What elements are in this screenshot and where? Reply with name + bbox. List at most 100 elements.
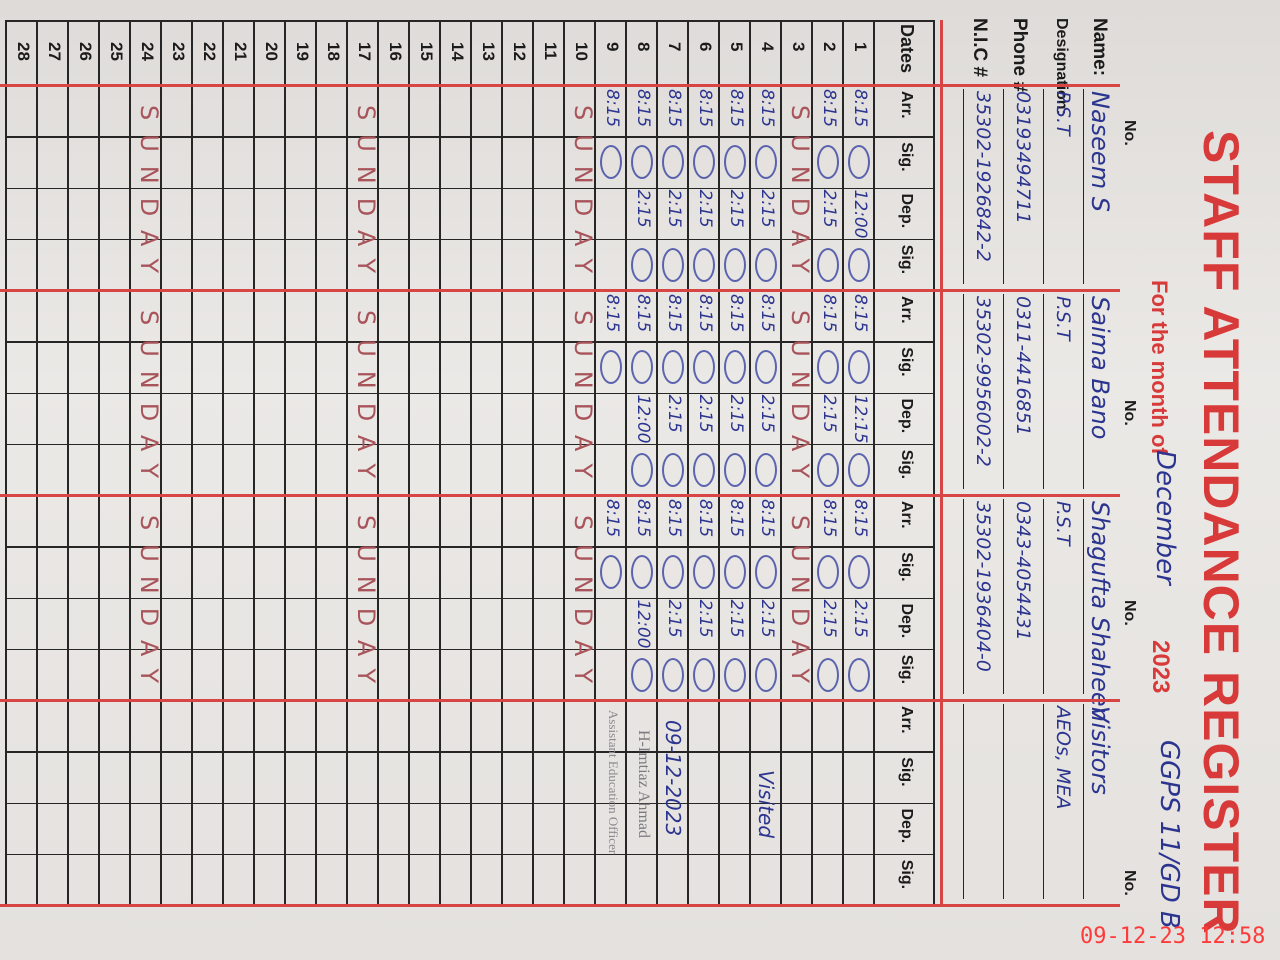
signature	[631, 247, 653, 282]
row-line	[873, 20, 875, 905]
date: 25	[107, 42, 126, 61]
staff-designation: P.S.T	[1052, 296, 1074, 341]
month: December	[1150, 450, 1180, 585]
departure: 2:15	[695, 599, 715, 638]
year: 2023	[1147, 640, 1174, 694]
row-line	[501, 20, 503, 905]
arrival: 8:15	[695, 89, 715, 128]
col-line	[7, 802, 935, 804]
timestamp: 09-12-23 12:58	[1080, 924, 1266, 949]
group-line	[0, 84, 1120, 87]
signature	[755, 452, 777, 487]
column-header: Sig.	[898, 449, 915, 480]
visitor-note: Visited	[754, 770, 778, 839]
date: 21	[231, 42, 250, 61]
visitor-date: 09-12-2023	[661, 720, 685, 837]
row-line	[346, 20, 348, 905]
staff-name: Saima Bano	[1086, 296, 1114, 440]
underline	[1083, 499, 1084, 694]
signature	[817, 145, 839, 180]
arrival: 8:15	[757, 294, 777, 333]
staff-phone: 0343-4054431	[1012, 501, 1034, 641]
departure: 2:15	[819, 394, 839, 433]
signature	[631, 350, 653, 385]
school: GGPS 11/GD B	[1154, 740, 1184, 929]
row-line	[470, 20, 472, 905]
info-label: Name:	[1089, 18, 1110, 77]
arrival: 8:15	[819, 89, 839, 128]
month-label: For the month of	[1147, 280, 1172, 455]
underline	[1083, 89, 1084, 284]
departure: 12:00	[850, 189, 870, 239]
date: 23	[169, 42, 188, 61]
underline	[1003, 89, 1004, 284]
date: 13	[479, 42, 498, 61]
arrival: 8:15	[695, 294, 715, 333]
column-header: Dep.	[898, 808, 915, 844]
date: 12	[510, 42, 529, 61]
signature	[662, 145, 684, 180]
group-line	[0, 289, 1120, 292]
column-header: Sig.	[898, 757, 915, 787]
column-header: Sig.	[898, 347, 915, 377]
signature	[817, 657, 839, 692]
row-line	[315, 20, 317, 905]
arrival: 8:15	[664, 499, 684, 538]
row-line	[842, 20, 844, 905]
arrival: 8:15	[664, 294, 684, 333]
departure: 12:00	[633, 394, 653, 444]
sunday-note: SUNDAY	[135, 515, 163, 698]
signature	[755, 247, 777, 282]
date: 3	[789, 42, 808, 52]
signature	[755, 350, 777, 385]
sunday-note: SUNDAY	[352, 515, 380, 698]
date: 9	[603, 42, 622, 52]
row-line	[98, 20, 100, 905]
group-line	[0, 904, 1120, 907]
date: 14	[448, 42, 467, 61]
signature	[662, 247, 684, 282]
signature	[848, 145, 870, 180]
departure: 2:15	[726, 394, 746, 433]
date: 7	[665, 42, 684, 52]
signature	[631, 657, 653, 692]
date: 19	[293, 42, 312, 61]
underline	[1043, 89, 1044, 284]
departure: 2:15	[726, 189, 746, 228]
staff-name: Naseem S	[1086, 91, 1114, 212]
arrival: 8:15	[726, 499, 746, 538]
signature	[662, 350, 684, 385]
arrival: 8:15	[633, 89, 653, 128]
date: 15	[417, 42, 436, 61]
sunday-note: SUNDAY	[569, 105, 597, 288]
row-line	[718, 20, 720, 905]
signature	[693, 145, 715, 180]
date: 27	[45, 42, 64, 61]
signature	[848, 247, 870, 282]
group-line	[0, 699, 1120, 702]
departure: 2:15	[819, 599, 839, 638]
col-line	[7, 751, 935, 753]
staff-phone: 0311-4416851	[1012, 296, 1034, 436]
column-header: Sig.	[898, 552, 915, 582]
arrival: 8:15	[757, 499, 777, 538]
departure: 2:15	[664, 189, 684, 228]
arrival: 8:15	[633, 499, 653, 538]
sunday-note: SUNDAY	[569, 310, 597, 493]
row-line	[222, 20, 224, 905]
arrival: 8:15	[664, 89, 684, 128]
col-line	[7, 853, 935, 856]
signature	[693, 452, 715, 487]
date: 18	[324, 42, 343, 61]
departure: 2:15	[757, 599, 777, 638]
date: 8	[634, 42, 653, 52]
underline	[1083, 294, 1084, 489]
signature	[724, 350, 746, 385]
staff-designation: P.S.T	[1052, 501, 1074, 546]
underline	[963, 89, 964, 284]
row-line	[780, 20, 782, 905]
signature	[724, 247, 746, 282]
underline	[1083, 704, 1084, 899]
signature	[631, 452, 653, 487]
